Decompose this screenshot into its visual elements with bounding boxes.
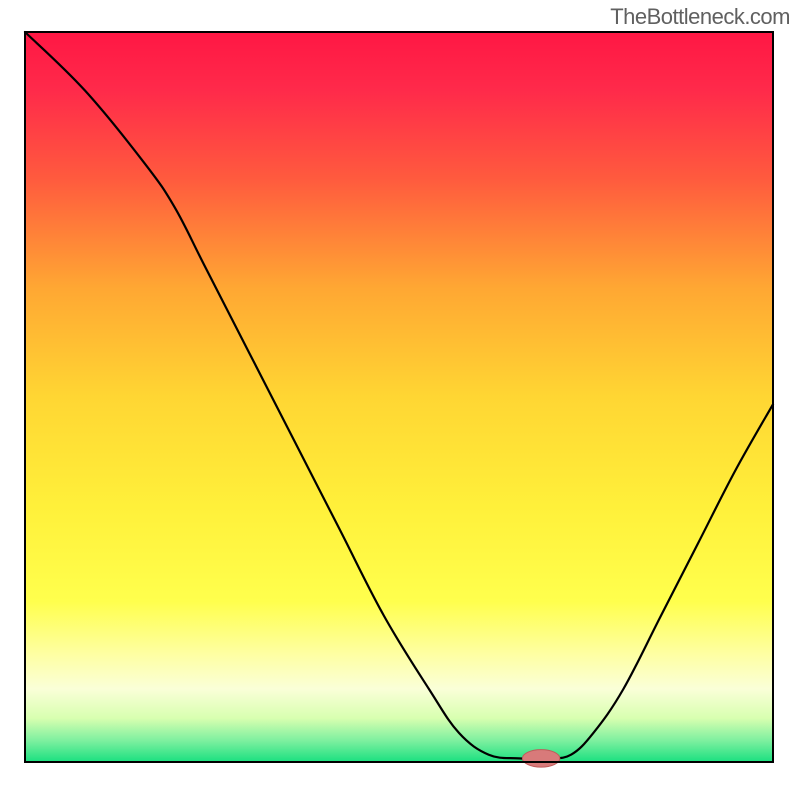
optimal-marker — [522, 750, 559, 768]
bottleneck-chart — [0, 0, 800, 800]
plot-background — [25, 32, 773, 762]
chart-svg — [0, 0, 800, 800]
watermark-text: TheBottleneck.com — [610, 4, 790, 30]
